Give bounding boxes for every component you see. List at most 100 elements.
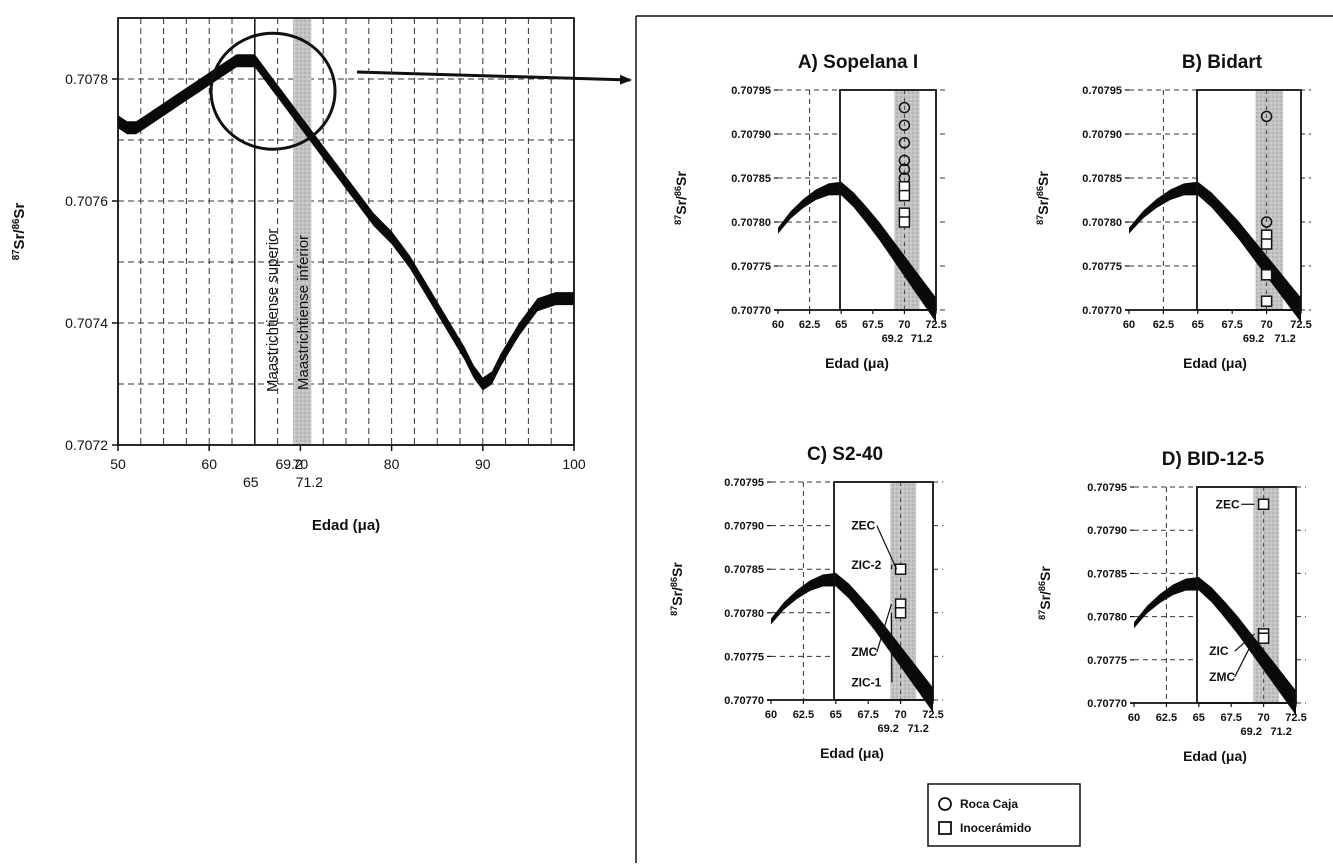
x-tick-label: 70: [894, 709, 906, 721]
y-tick-label: 0.70780: [1087, 612, 1127, 624]
x-tick-label: 62.5: [793, 709, 814, 721]
y-tick-label: 0.7076: [65, 193, 108, 209]
x-tick-label: 62.5: [1156, 712, 1177, 724]
y-tick-label: 0.70775: [1082, 261, 1122, 273]
legend-label: Roca Caja: [960, 797, 1018, 811]
x-tick-label: 69.2: [882, 333, 903, 345]
x-tick-label: 62.5: [1153, 319, 1174, 331]
x-tick-label: 69.2: [1241, 726, 1262, 738]
annotation-label: ZMC: [851, 645, 877, 659]
legend-square-marker: [939, 822, 951, 834]
y-tick-label: 0.70795: [724, 477, 764, 489]
y-tick-label: 0.70770: [1087, 698, 1127, 710]
y-tick-label: 0.70795: [731, 85, 771, 97]
y-axis-title: 87Sr/86Sr: [1035, 171, 1051, 225]
x-tick-label: 90: [475, 456, 491, 472]
y-tick-label: 0.70785: [1082, 173, 1122, 185]
x-tick-label: 71.2: [911, 333, 932, 345]
x-tick-label: 69.2: [1243, 333, 1264, 345]
x-tick-label: 69.2: [275, 456, 302, 472]
y-tick-label: 0.70780: [731, 217, 771, 229]
panel-title: C) S2-40: [807, 444, 883, 465]
x-tick-label: 65: [830, 709, 842, 721]
x-tick-label: 65: [835, 319, 847, 331]
square-point: [896, 564, 906, 574]
square-point: [896, 608, 906, 618]
y-tick-label: 0.70790: [1082, 129, 1122, 141]
x-tick-label: 69.2: [878, 723, 899, 735]
y-tick-label: 0.7074: [65, 315, 108, 331]
x-tick-label: 70: [898, 319, 910, 331]
x-tick-label: 71.2: [907, 723, 928, 735]
y-tick-label: 0.70780: [1082, 217, 1122, 229]
x-axis-title: Edad (μa): [312, 517, 380, 534]
x-tick-label: 71.2: [1274, 333, 1295, 345]
x-tick-label: 67.5: [857, 709, 878, 721]
legend: Roca Caja Inocerámido: [928, 784, 1080, 846]
x-tick-label: 70: [1257, 712, 1269, 724]
x-tick-label: 72.5: [922, 709, 943, 721]
annotation-label: ZMC: [1209, 670, 1235, 684]
x-tick-label: 70: [1260, 319, 1272, 331]
y-tick-label: 0.70775: [724, 651, 764, 663]
x-tick-label: 60: [1123, 319, 1135, 331]
y-axis-title: 87Sr/86Sr: [669, 562, 685, 616]
y-tick-label: 0.70795: [1082, 85, 1122, 97]
annotation-label: ZIC-2: [851, 558, 881, 572]
legend-box: [928, 784, 1080, 846]
y-tick-label: 0.70790: [724, 521, 764, 533]
annotation-label: ZEC: [1216, 497, 1240, 511]
y-tick-label: 0.70780: [724, 608, 764, 620]
annotation-label: ZIC-1: [851, 676, 881, 690]
square-point: [1262, 239, 1272, 249]
panel-b-chart: B) Bidart 0.70770 0.70775 0.70780 0.70785 0.7…: [1035, 52, 1312, 371]
x-tick-label: 60: [772, 319, 784, 331]
y-tick-label: 0.70785: [724, 564, 764, 576]
y-tick-label: 0.70785: [731, 173, 771, 185]
square-point: [1262, 270, 1272, 280]
x-tick-label: 65: [1193, 712, 1205, 724]
label-maastrichtiense-inferior: Maastrichtiense inferior: [295, 235, 312, 390]
square-point: [899, 217, 909, 227]
panel-d-chart: D) BID-12-5ZECZICZMC0.707700.707750.7078…: [1037, 449, 1307, 764]
panel-title: B) Bidart: [1182, 52, 1263, 73]
y-tick-label: 0.70775: [1087, 655, 1127, 667]
x-axis-title: Edad (μa): [1183, 748, 1247, 764]
y-axis-title: 87Sr/86Sr: [1037, 566, 1053, 620]
y-tick-label: 0.70775: [731, 261, 771, 273]
square-point: [1259, 633, 1269, 643]
panel-title: A) Sopelana I: [798, 52, 918, 73]
label-maastrichtiense-superior: Maastrichtiense superior: [264, 229, 281, 392]
x-tick-label: 62.5: [799, 319, 820, 331]
x-tick-label: 67.5: [862, 319, 883, 331]
x-axis-title: Edad (μa): [825, 355, 889, 371]
panel-c-chart: C) S2-40 ZEC ZIC-2 ZMC ZIC-1 0.70770 0.70775 0.…: [669, 444, 944, 761]
annotation-label: ZEC: [851, 519, 875, 533]
x-tick-label: 60: [201, 456, 217, 472]
x-axis-title: Edad (μa): [820, 745, 884, 761]
x-tick-label: 60: [765, 709, 777, 721]
y-tick-label: 0.70770: [731, 305, 771, 317]
x-tick-label: 67.5: [1221, 319, 1242, 331]
square-point: [899, 191, 909, 201]
square-point: [1259, 499, 1269, 509]
x-tick-label: 72.5: [1290, 319, 1311, 331]
y-tick-label: 0.70795: [1087, 482, 1127, 494]
y-axis-title: 87Sr/86Sr: [673, 171, 689, 225]
y-axis-title: 87Sr/86Sr: [11, 203, 29, 261]
y-tick-label: 0.7078: [65, 71, 108, 87]
x-tick-label: 65: [243, 474, 259, 490]
y-tick-label: 0.70790: [731, 129, 771, 141]
x-tick-label: 60: [1128, 712, 1140, 724]
x-tick-label: 72.5: [925, 319, 946, 331]
x-tick-label: 71.2: [1270, 726, 1291, 738]
y-tick-label: 0.70770: [724, 695, 764, 707]
panel-a-chart: A) Sopelana I 0.70770 0.70775 0.70780 0.7078…: [673, 52, 947, 371]
legend-label: Inocerámido: [960, 821, 1031, 835]
panel-title: D) BID-12-5: [1162, 449, 1265, 470]
x-tick-label: 100: [562, 456, 586, 472]
y-tick-label: 0.70770: [1082, 305, 1122, 317]
